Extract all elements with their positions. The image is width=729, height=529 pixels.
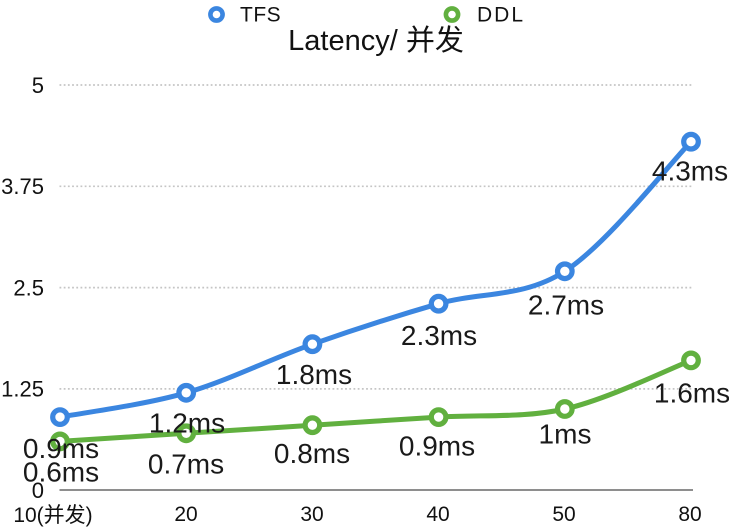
svg-text:1.25: 1.25 <box>1 377 44 402</box>
svg-text:80: 80 <box>678 503 701 526</box>
svg-text:0.6ms: 0.6ms <box>23 457 99 488</box>
svg-text:0: 0 <box>32 478 44 503</box>
svg-text:20: 20 <box>174 503 197 526</box>
svg-text:1ms: 1ms <box>539 419 592 450</box>
svg-text:TFS: TFS <box>240 4 281 27</box>
svg-text:10(并发): 10(并发) <box>13 504 92 527</box>
svg-text:2.5: 2.5 <box>13 276 44 301</box>
svg-text:2.3ms: 2.3ms <box>401 320 477 351</box>
svg-text:1.8ms: 1.8ms <box>276 359 352 390</box>
svg-text:30: 30 <box>300 503 323 526</box>
svg-text:DDL: DDL <box>477 4 525 27</box>
svg-text:40: 40 <box>426 503 449 526</box>
svg-text:5: 5 <box>32 73 44 98</box>
svg-text:2.7ms: 2.7ms <box>528 290 604 321</box>
svg-text:1.6ms: 1.6ms <box>654 378 729 409</box>
svg-text:1.2ms: 1.2ms <box>149 408 225 439</box>
svg-text:0.9ms: 0.9ms <box>399 431 475 462</box>
svg-text:0.7ms: 0.7ms <box>148 449 224 480</box>
svg-text:0.8ms: 0.8ms <box>274 438 350 469</box>
svg-text:50: 50 <box>552 503 575 526</box>
svg-text:0.9ms: 0.9ms <box>23 433 99 464</box>
svg-text:4.3ms: 4.3ms <box>652 156 728 187</box>
svg-text:Latency/ 并发: Latency/ 并发 <box>288 24 464 57</box>
svg-text:3.75: 3.75 <box>1 174 44 199</box>
